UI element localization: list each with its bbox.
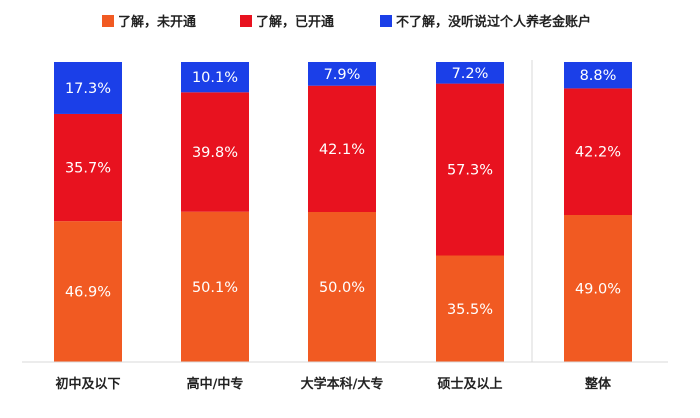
bar-segment (564, 215, 632, 362)
bar-segment (308, 212, 376, 362)
bar-segment (564, 88, 632, 215)
legend-label-3: 不了解，没听说过个人养老金账户 (396, 14, 591, 30)
legend-swatch-3 (380, 15, 392, 27)
data-label: 57.3% (447, 163, 493, 179)
data-label: 46.9% (65, 285, 111, 301)
legend-label-1: 了解，未开通 (118, 14, 196, 30)
legend-swatch-2 (240, 15, 252, 27)
data-label: 50.0% (319, 280, 365, 296)
legend: 了解，未开通 了解，已开通 不了解，没听说过个人养老金账户 (102, 14, 591, 30)
bar-segment (308, 62, 376, 86)
data-label: 8.8% (580, 68, 617, 84)
data-label: 7.2% (452, 66, 489, 82)
bar-segment (54, 113, 122, 222)
bar-segment (564, 62, 632, 89)
data-label: 42.2% (575, 145, 621, 161)
data-label: 10.1% (192, 70, 238, 86)
category-label: 大学本科/大专 (301, 376, 384, 392)
legend-swatch-1 (102, 15, 114, 27)
bar-segment (308, 85, 376, 212)
data-label: 50.1% (192, 280, 238, 296)
category-label: 高中/中专 (187, 376, 244, 392)
bar-segment (54, 62, 122, 114)
data-label: 42.1% (319, 142, 365, 158)
data-label: 35.5% (447, 302, 493, 318)
category-label: 硕士及以上 (437, 376, 502, 392)
bar-segment (181, 62, 249, 93)
data-label: 49.0% (575, 282, 621, 298)
bar-segment (436, 255, 504, 362)
bar-segment (181, 92, 249, 212)
data-label: 17.3% (65, 81, 111, 97)
category-label: 初中及以下 (55, 376, 120, 392)
bar-segment (181, 211, 249, 362)
bar-segment (436, 83, 504, 256)
data-label: 39.8% (192, 145, 238, 161)
bar-segment (436, 62, 504, 84)
bar-segment (54, 221, 122, 362)
plot-area: 46.9% 35.7% 17.3% 50.1% 39.8% 10.1% 50.0% 42.1%… (54, 62, 632, 362)
category-label: 整体 (584, 376, 612, 392)
legend-label-2: 了解，已开通 (256, 14, 334, 30)
data-label: 35.7% (65, 161, 111, 177)
data-label: 7.9% (324, 67, 361, 83)
category-axis: 初中及以下 高中/中专 大学本科/大专 硕士及以上 整体 (55, 376, 612, 392)
